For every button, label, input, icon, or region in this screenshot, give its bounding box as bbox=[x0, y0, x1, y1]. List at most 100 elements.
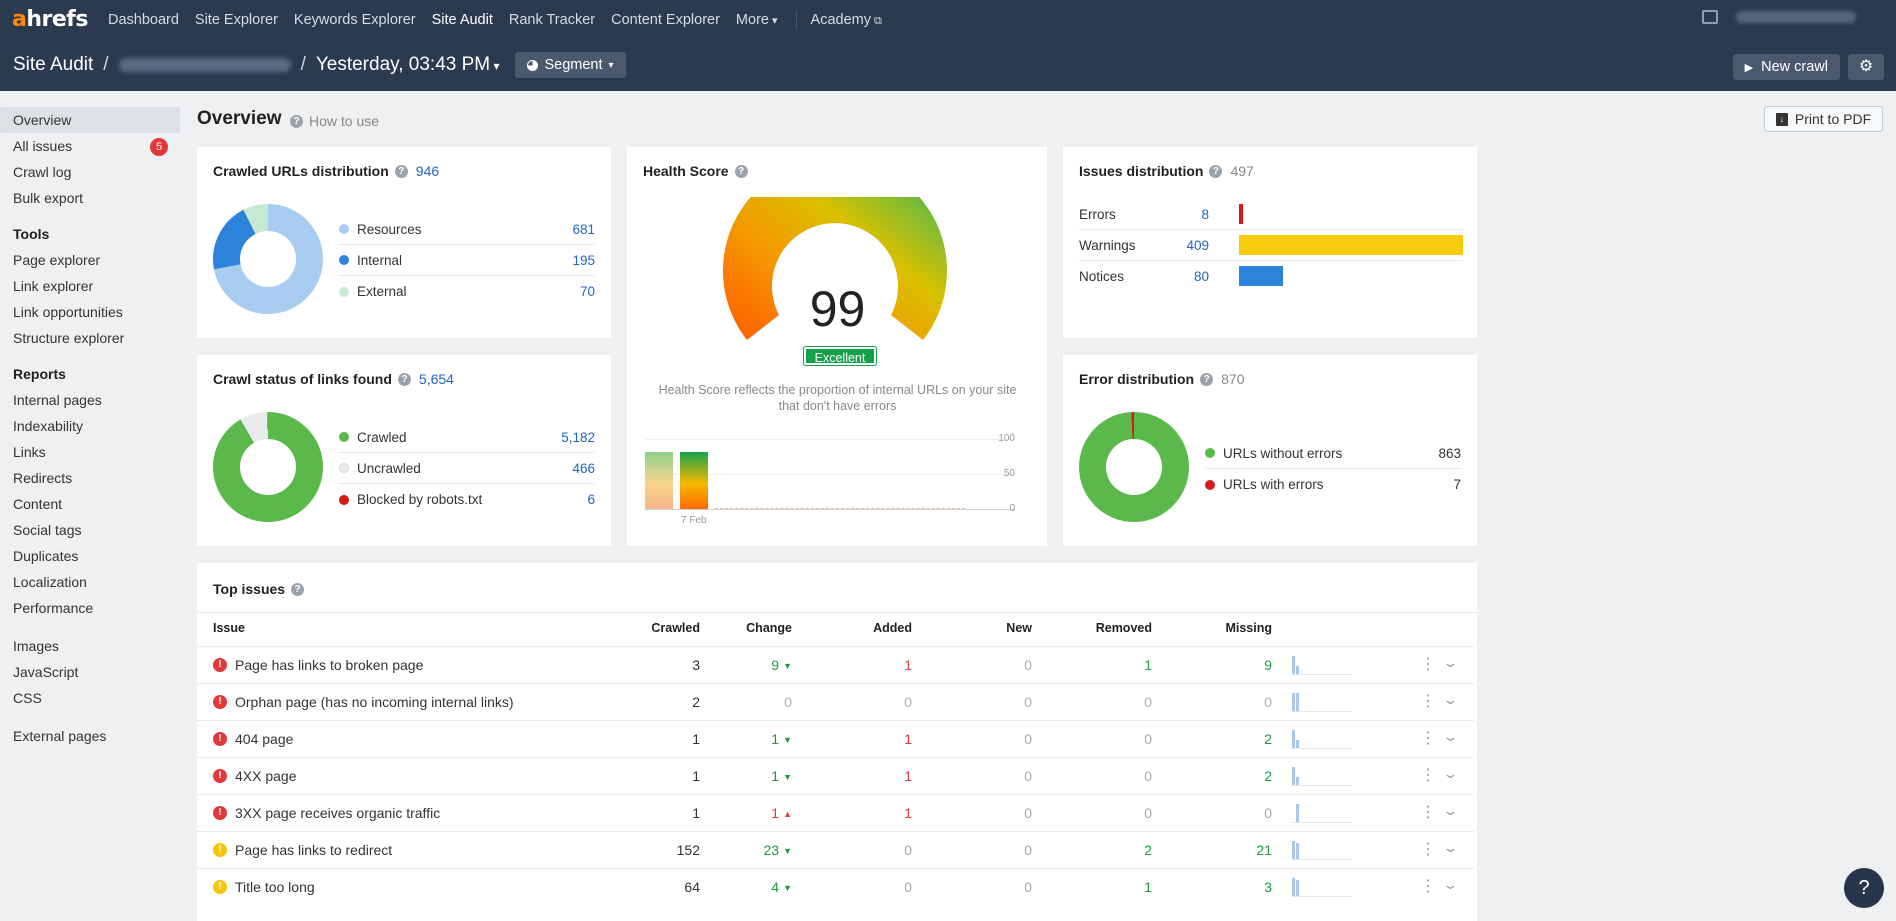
nav-rank-tracker[interactable]: Rank Tracker bbox=[508, 11, 596, 28]
legend-value[interactable]: 5,182 bbox=[561, 429, 595, 445]
help-icon[interactable]: ? bbox=[734, 164, 748, 178]
crawled-count[interactable]: 1 bbox=[692, 805, 700, 821]
sidebar-item-external-pages[interactable]: External pages bbox=[13, 728, 107, 744]
sidebar-item-overview[interactable]: Overview bbox=[0, 107, 180, 133]
table-row[interactable]: ! Orphan page (has no incoming internal l… bbox=[197, 683, 1474, 720]
issues-row-warnings[interactable]: Warnings 409 bbox=[1079, 230, 1463, 261]
expand-chevron-icon[interactable]: ⌄ bbox=[1442, 803, 1459, 818]
sidebar-item-bulk-export[interactable]: Bulk export bbox=[13, 190, 84, 206]
nav-content-explorer[interactable]: Content Explorer bbox=[611, 11, 720, 28]
sidebar-item-links[interactable]: Links bbox=[13, 444, 46, 460]
project-title[interactable]: Site Audit bbox=[13, 54, 94, 75]
help-icon[interactable]: ? bbox=[291, 582, 305, 596]
issues-row-value[interactable]: 80 bbox=[1193, 269, 1209, 284]
more-actions-icon[interactable]: ⋮ bbox=[1420, 693, 1436, 710]
legend-row[interactable]: Resources 681 bbox=[339, 214, 595, 245]
crawl-date-dropdown[interactable]: Yesterday, 03:43 PM bbox=[316, 54, 500, 76]
trend-sparkline[interactable] bbox=[1292, 840, 1352, 860]
crawled-count[interactable]: 3 bbox=[692, 657, 700, 673]
trend-sparkline[interactable] bbox=[1292, 729, 1352, 749]
sidebar-item-link-explorer[interactable]: Link explorer bbox=[13, 278, 94, 294]
column-header-issue[interactable]: Issue bbox=[213, 621, 245, 635]
more-actions-icon[interactable]: ⋮ bbox=[1420, 767, 1436, 784]
crawled-count[interactable]: 152 bbox=[676, 842, 700, 858]
crawl-status-total[interactable]: 5,654 bbox=[418, 371, 454, 387]
legend-value[interactable]: 863 bbox=[1438, 445, 1461, 461]
legend-row[interactable]: Crawled 5,182 bbox=[339, 422, 595, 453]
trend-sparkline[interactable] bbox=[1292, 803, 1352, 823]
trend-sparkline[interactable] bbox=[1292, 766, 1352, 786]
table-row[interactable]: ! 3XX page receives organic traffic 1 1 ▲ 1 0 0… bbox=[197, 794, 1474, 831]
trend-sparkline[interactable] bbox=[1292, 877, 1352, 897]
nav-site-explorer[interactable]: Site Explorer bbox=[194, 11, 278, 28]
legend-value[interactable]: 7 bbox=[1453, 477, 1461, 492]
sidebar-item-performance[interactable]: Performance bbox=[13, 600, 94, 616]
issues-row-value[interactable]: 409 bbox=[1186, 237, 1209, 253]
column-header-missing[interactable]: Missing bbox=[1225, 621, 1272, 635]
sidebar-item-content[interactable]: Content bbox=[13, 496, 63, 512]
crawled-urls-total[interactable]: 946 bbox=[415, 163, 440, 179]
legend-row[interactable]: Internal 195 bbox=[339, 245, 595, 276]
legend-row[interactable]: URLs without errors 863 bbox=[1205, 438, 1461, 469]
more-actions-icon[interactable]: ⋮ bbox=[1420, 841, 1436, 858]
issue-name[interactable]: 4XX page bbox=[235, 768, 297, 784]
health-history-bar[interactable] bbox=[645, 451, 673, 509]
legend-row[interactable]: Uncrawled 466 bbox=[339, 453, 595, 484]
sidebar-item-crawl-log[interactable]: Crawl log bbox=[13, 164, 72, 180]
crawled-count[interactable]: 2 bbox=[692, 694, 700, 710]
nav-academy[interactable]: Academy ⧉ bbox=[811, 12, 882, 28]
expand-chevron-icon[interactable]: ⌄ bbox=[1442, 655, 1459, 670]
nav-keywords-explorer[interactable]: Keywords Explorer bbox=[293, 11, 416, 28]
crawled-count[interactable]: 1 bbox=[692, 731, 700, 747]
issue-name[interactable]: Orphan page (has no incoming internal li… bbox=[235, 694, 514, 710]
help-icon[interactable]: ? bbox=[1200, 372, 1214, 386]
legend-row[interactable]: External 70 bbox=[339, 276, 595, 307]
trend-sparkline[interactable] bbox=[1292, 655, 1352, 675]
sidebar-item-structure-explorer[interactable]: Structure explorer bbox=[13, 330, 125, 346]
column-header-removed[interactable]: Removed bbox=[1095, 621, 1152, 635]
ahrefs-logo[interactable]: ahrefs bbox=[12, 7, 88, 32]
legend-row[interactable]: Blocked by robots.txt 6 bbox=[339, 484, 595, 515]
health-history-bar[interactable] bbox=[680, 451, 708, 509]
issue-name[interactable]: 404 page bbox=[235, 731, 294, 747]
sidebar-item-social-tags[interactable]: Social tags bbox=[13, 522, 82, 538]
legend-value[interactable]: 466 bbox=[572, 460, 595, 476]
expand-chevron-icon[interactable]: ⌄ bbox=[1442, 729, 1459, 744]
segment-button[interactable]: Segment ▾ bbox=[515, 52, 626, 78]
column-header-added[interactable]: Added bbox=[873, 621, 912, 635]
issue-name[interactable]: 3XX page receives organic traffic bbox=[235, 805, 441, 821]
sidebar-item-javascript[interactable]: JavaScript bbox=[13, 664, 79, 680]
how-to-use-link[interactable]: ? How to use bbox=[290, 113, 379, 129]
trend-sparkline[interactable] bbox=[1292, 692, 1352, 712]
expand-chevron-icon[interactable]: ⌄ bbox=[1442, 877, 1459, 892]
legend-row[interactable]: URLs with errors 7 bbox=[1205, 469, 1461, 500]
more-actions-icon[interactable]: ⋮ bbox=[1420, 878, 1436, 895]
legend-value[interactable]: 681 bbox=[572, 221, 595, 237]
issues-row-value[interactable]: 8 bbox=[1201, 206, 1209, 222]
help-icon[interactable]: ? bbox=[394, 164, 408, 178]
help-icon[interactable]: ? bbox=[397, 372, 411, 386]
help-icon[interactable]: ? bbox=[1209, 164, 1223, 178]
expand-chevron-icon[interactable]: ⌄ bbox=[1442, 692, 1459, 707]
settings-gear-icon[interactable]: ⚙ bbox=[1848, 54, 1884, 80]
column-header-new[interactable]: New bbox=[1006, 621, 1032, 635]
table-row[interactable]: ! 404 page 1 1 ▼ 1 0 0 2 ⋮ ⌄ bbox=[197, 720, 1474, 757]
sidebar-item-css[interactable]: CSS bbox=[13, 690, 42, 706]
sidebar-item-indexability[interactable]: Indexability bbox=[13, 418, 84, 434]
table-row[interactable]: ! Title too long 64 4 ▼ 0 0 1 3 ⋮ ⌄ bbox=[197, 868, 1474, 905]
column-header-change[interactable]: Change bbox=[746, 621, 792, 635]
sidebar-item-images[interactable]: Images bbox=[13, 638, 59, 654]
more-actions-icon[interactable]: ⋮ bbox=[1420, 804, 1436, 821]
more-actions-icon[interactable]: ⋮ bbox=[1420, 730, 1436, 747]
table-row[interactable]: ! Page has links to redirect 152 23 ▼ 0 0 2 21 ⋮ ⌄ bbox=[197, 831, 1474, 868]
issues-row-notices[interactable]: Notices 80 bbox=[1079, 261, 1463, 292]
issue-name[interactable]: Title too long bbox=[235, 879, 315, 895]
nav-dashboard[interactable]: Dashboard bbox=[107, 11, 179, 28]
expand-chevron-icon[interactable]: ⌄ bbox=[1442, 840, 1459, 855]
print-to-pdf-button[interactable]: ↓ Print to PDF bbox=[1764, 106, 1883, 132]
more-actions-icon[interactable]: ⋮ bbox=[1420, 656, 1436, 673]
sidebar-item-redirects[interactable]: Redirects bbox=[13, 470, 73, 486]
sidebar-item-link-opportunities[interactable]: Link opportunities bbox=[13, 304, 123, 320]
sidebar-item-all-issues[interactable]: All issues 5 bbox=[0, 133, 180, 159]
column-header-crawled[interactable]: Crawled bbox=[651, 621, 700, 635]
